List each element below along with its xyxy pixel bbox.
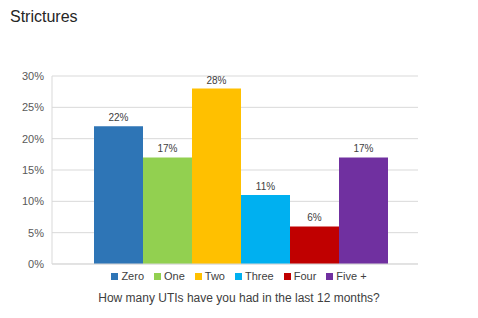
svg-text:17%: 17% <box>157 143 177 154</box>
svg-text:25%: 25% <box>22 101 44 113</box>
html-text:One: One <box>164 270 185 282</box>
svg-text:28%: 28% <box>206 75 226 86</box>
html-text:Strictures: Strictures <box>10 8 78 25</box>
svg-text:10%: 10% <box>22 195 44 207</box>
svg-text:11%: 11% <box>256 181 275 192</box>
svg-text:5%: 5% <box>28 227 44 239</box>
html-text:Zero: Zero <box>121 270 144 282</box>
html-text:Three: Three <box>245 270 274 282</box>
svg-text:0%: 0% <box>28 258 44 270</box>
svg-text:20%: 20% <box>22 133 44 145</box>
html-text:Two: Two <box>204 270 225 282</box>
svg-text:22%: 22% <box>108 112 128 123</box>
svg-text:6%: 6% <box>307 212 322 223</box>
html-text:Four: Four <box>293 270 317 282</box>
html-text:How many UTIs have you had in: How many UTIs have you had in the last 1… <box>98 291 380 305</box>
svg-text:15%: 15% <box>22 164 44 176</box>
svg-text:30%: 30% <box>22 70 44 82</box>
svg-text:17%: 17% <box>353 143 373 154</box>
html-text:Five +: Five + <box>336 270 367 282</box>
